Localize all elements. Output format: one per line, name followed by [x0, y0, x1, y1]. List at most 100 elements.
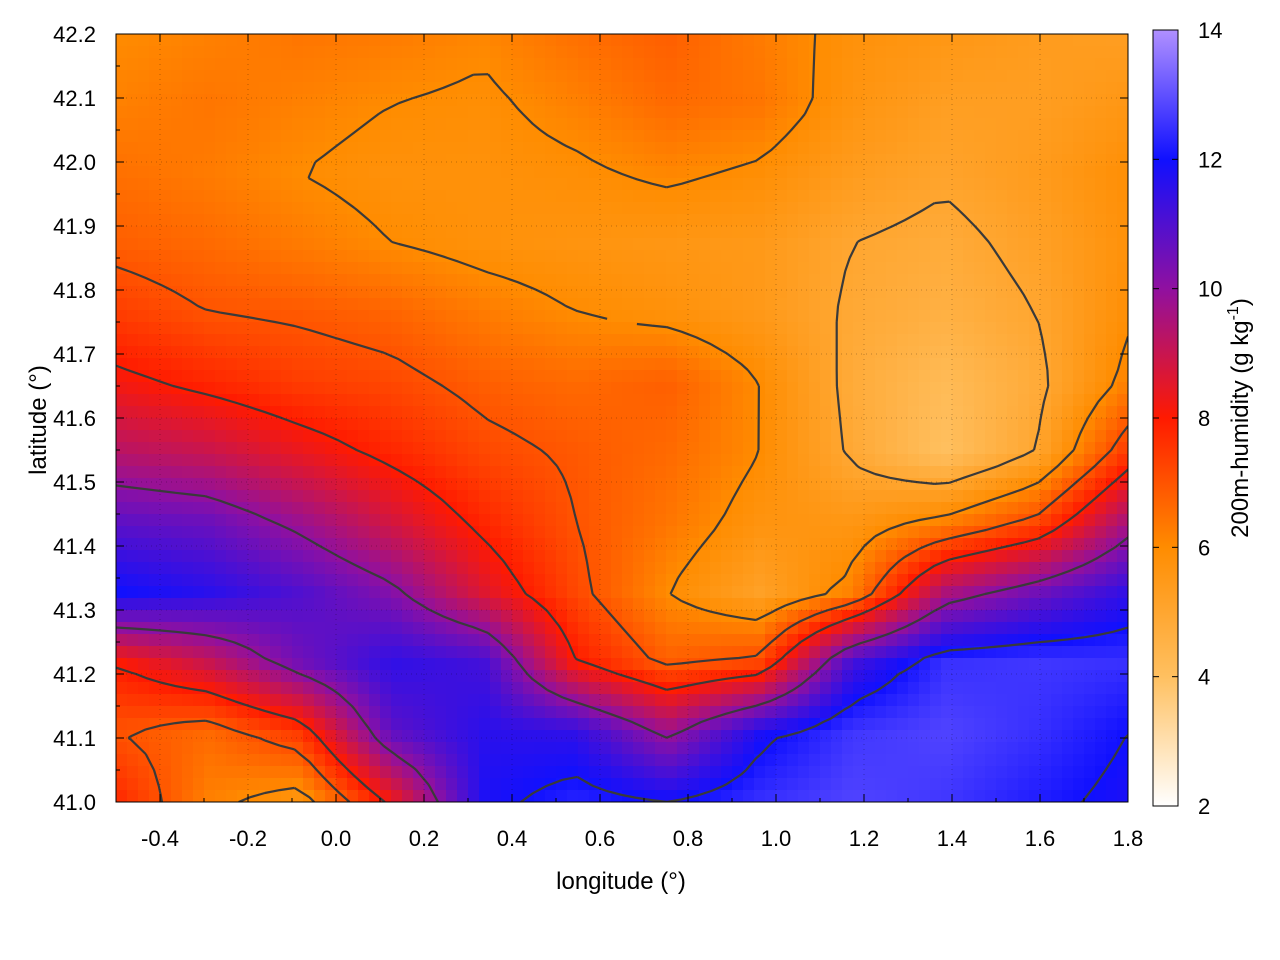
- heatmap-cell: [1117, 430, 1128, 443]
- heatmap-cell: [237, 430, 249, 443]
- heatmap-cell: [996, 286, 1008, 299]
- heatmap-cell: [897, 310, 909, 323]
- heatmap-cell: [1007, 634, 1019, 647]
- heatmap-cell: [435, 322, 447, 335]
- heatmap-cell: [710, 142, 722, 155]
- heatmap-cell: [1117, 586, 1128, 599]
- heatmap-cell: [886, 34, 898, 47]
- heatmap-cell: [303, 394, 315, 407]
- heatmap-cell: [193, 46, 205, 59]
- heatmap-cell: [1007, 610, 1019, 623]
- heatmap-cell: [908, 130, 920, 143]
- heatmap-cell: [314, 466, 326, 479]
- heatmap-cell: [457, 178, 469, 191]
- heatmap-cell: [831, 70, 843, 83]
- heatmap-cell: [919, 274, 931, 287]
- heatmap-cell: [127, 298, 139, 311]
- heatmap-cell: [1051, 526, 1063, 539]
- heatmap-cell: [600, 334, 612, 347]
- heatmap-cell: [1018, 502, 1030, 515]
- heatmap-cell: [688, 670, 700, 683]
- heatmap-cell: [644, 610, 656, 623]
- heatmap-cell: [721, 130, 733, 143]
- heatmap-cell: [930, 430, 942, 443]
- heatmap-cell: [237, 610, 249, 623]
- heatmap-cell: [424, 238, 436, 251]
- heatmap-cell: [303, 58, 315, 71]
- heatmap-cell: [611, 418, 623, 431]
- heatmap-cell: [919, 34, 931, 47]
- heatmap-cell: [875, 154, 887, 167]
- heatmap-cell: [710, 598, 722, 611]
- heatmap-cell: [479, 346, 491, 359]
- heatmap-cell: [732, 586, 744, 599]
- heatmap-cell: [479, 418, 491, 431]
- heatmap-cell: [765, 526, 777, 539]
- heatmap-cell: [743, 70, 755, 83]
- heatmap-cell: [886, 598, 898, 611]
- heatmap-cell: [534, 526, 546, 539]
- heatmap-cell: [919, 214, 931, 227]
- heatmap-cell: [402, 454, 414, 467]
- heatmap-cell: [556, 130, 568, 143]
- heatmap-cell: [435, 550, 447, 563]
- heatmap-cell: [127, 382, 139, 395]
- heatmap-cell: [842, 610, 854, 623]
- heatmap-cell: [1106, 502, 1118, 515]
- heatmap-cell: [1084, 274, 1096, 287]
- heatmap-cell: [666, 514, 678, 527]
- heatmap-cell: [391, 442, 403, 455]
- heatmap-cell: [886, 610, 898, 623]
- heatmap-cell: [820, 250, 832, 263]
- heatmap-cell: [842, 502, 854, 515]
- heatmap-cell: [853, 454, 865, 467]
- heatmap-cell: [941, 166, 953, 179]
- heatmap-cell: [556, 598, 568, 611]
- heatmap-cell: [215, 550, 227, 563]
- heatmap-cell: [358, 634, 370, 647]
- heatmap-cell: [699, 118, 711, 131]
- heatmap-cell: [1062, 178, 1074, 191]
- heatmap-cell: [281, 502, 293, 515]
- heatmap-cell: [402, 550, 414, 563]
- heatmap-cell: [611, 286, 623, 299]
- heatmap-cell: [468, 118, 480, 131]
- heatmap-cell: [479, 550, 491, 563]
- heatmap-cell: [270, 118, 282, 131]
- heatmap-cell: [545, 466, 557, 479]
- heatmap-cell: [600, 394, 612, 407]
- heatmap-cell: [798, 466, 810, 479]
- heatmap-cell: [787, 142, 799, 155]
- heatmap-cell: [325, 226, 337, 239]
- heatmap-cell: [270, 370, 282, 383]
- heatmap-cell: [864, 586, 876, 599]
- heatmap-cell: [897, 130, 909, 143]
- heatmap-cell: [666, 286, 678, 299]
- heatmap-cell: [424, 214, 436, 227]
- heatmap-cell: [578, 46, 590, 59]
- heatmap-cell: [809, 646, 821, 659]
- heatmap-cell: [655, 58, 667, 71]
- heatmap-cell: [435, 358, 447, 371]
- heatmap-cell: [798, 586, 810, 599]
- heatmap-cell: [831, 406, 843, 419]
- heatmap-cell: [391, 46, 403, 59]
- heatmap-cell: [941, 190, 953, 203]
- heatmap-cell: [1062, 142, 1074, 155]
- heatmap-cell: [523, 202, 535, 215]
- heatmap-cell: [853, 46, 865, 59]
- heatmap-cell: [820, 670, 832, 683]
- heatmap-cell: [380, 322, 392, 335]
- heatmap-cell: [567, 298, 579, 311]
- heatmap-cell: [402, 370, 414, 383]
- heatmap-cell: [677, 106, 689, 119]
- heatmap-cell: [688, 382, 700, 395]
- heatmap-cell: [710, 226, 722, 239]
- heatmap-cell: [457, 34, 469, 47]
- heatmap-cell: [292, 142, 304, 155]
- heatmap-cell: [688, 514, 700, 527]
- heatmap-cell: [897, 46, 909, 59]
- heatmap-cell: [974, 658, 986, 671]
- heatmap-cell: [622, 70, 634, 83]
- heatmap-cell: [402, 334, 414, 347]
